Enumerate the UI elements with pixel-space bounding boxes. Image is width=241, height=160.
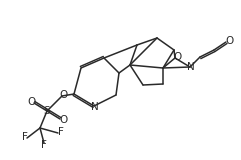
Text: O: O xyxy=(226,36,234,46)
Text: O: O xyxy=(59,115,67,125)
Text: F: F xyxy=(22,132,28,142)
Text: O: O xyxy=(59,90,67,100)
Text: O: O xyxy=(173,52,181,62)
Text: S: S xyxy=(44,106,50,116)
Text: F: F xyxy=(58,127,64,137)
Text: F: F xyxy=(41,140,47,150)
Text: O: O xyxy=(27,97,35,107)
Text: N: N xyxy=(91,102,99,112)
Text: N: N xyxy=(187,62,195,72)
